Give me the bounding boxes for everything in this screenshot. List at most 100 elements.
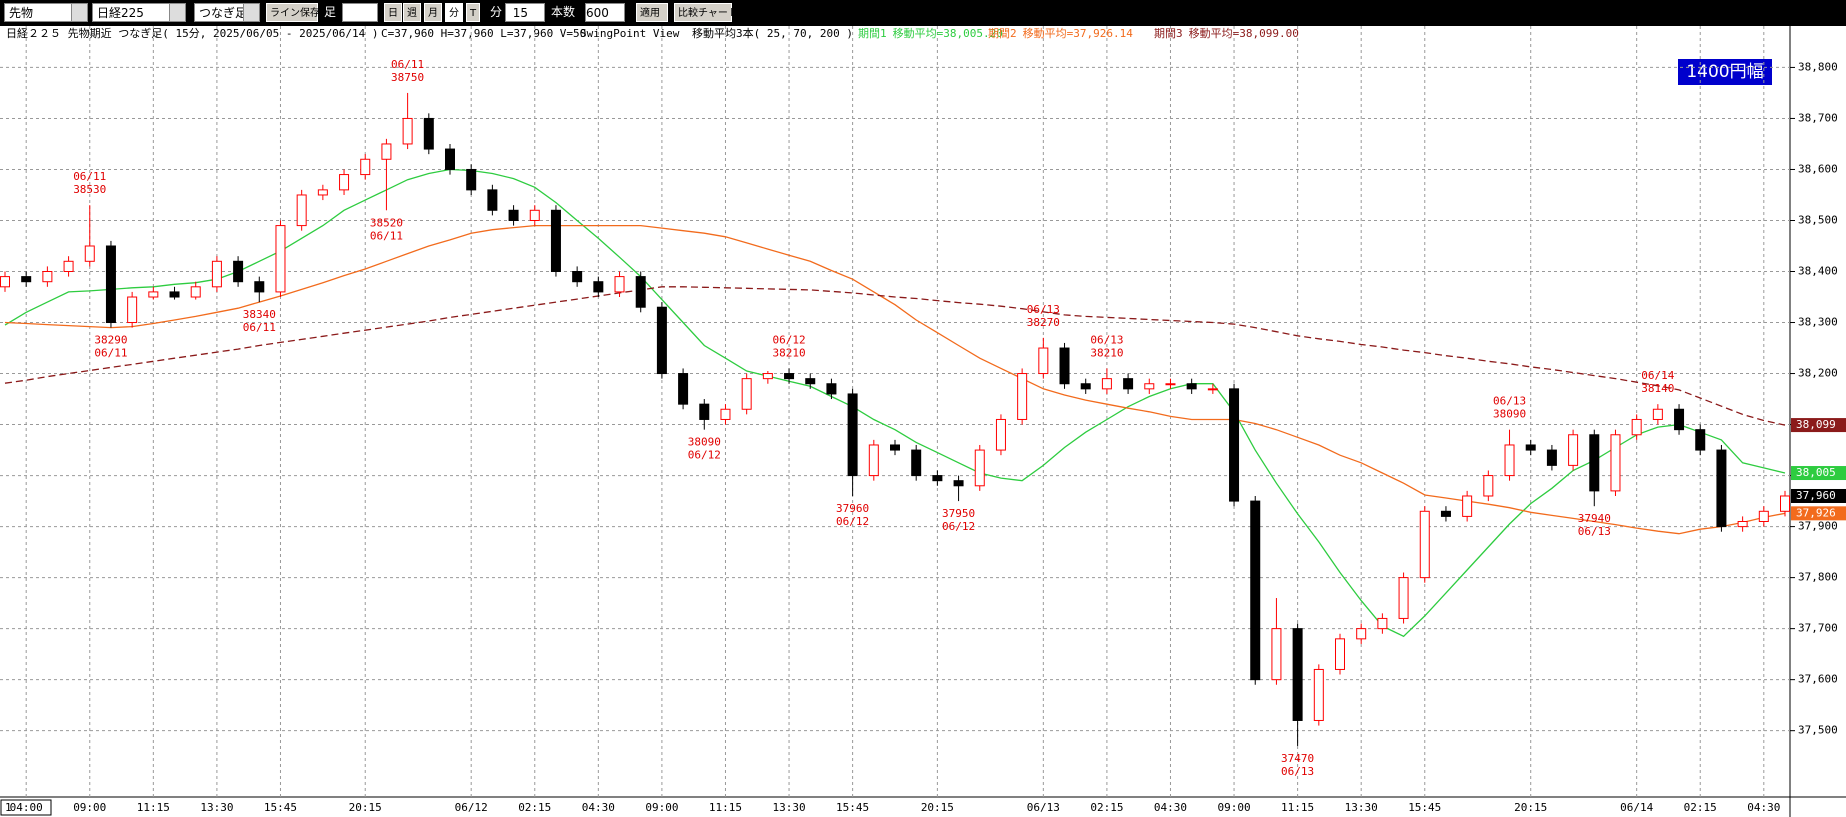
period-button[interactable]: 月 <box>424 3 442 22</box>
save-lines-button[interactable]: ライン保存 <box>266 3 320 22</box>
swing-date: 06/13 <box>1027 303 1060 316</box>
candle-body <box>21 276 32 283</box>
view-name: SwingPoint View <box>580 27 680 40</box>
compare-button[interactable]: 比較チャート <box>674 3 738 22</box>
legend-name: 期間2 <box>988 27 1017 40</box>
candle-body <box>1695 429 1706 451</box>
candle-body <box>1483 475 1494 497</box>
candle-body <box>1737 520 1748 528</box>
candle-body <box>741 378 752 410</box>
x-tick-label: 11:15 <box>709 801 742 814</box>
x-tick-label: 06/12 <box>455 801 488 814</box>
bar-type-select[interactable]: つなぎ足 <box>194 3 260 22</box>
candle-body <box>656 306 667 375</box>
candle-body <box>1271 628 1282 681</box>
x-tick-label: 20:15 <box>349 801 382 814</box>
candle-body <box>932 475 943 482</box>
period-button[interactable]: 日 <box>384 3 402 22</box>
candle-body <box>339 174 350 191</box>
candle-body <box>381 143 392 160</box>
count-input[interactable]: 600 <box>585 3 625 22</box>
swing-date: 06/13 <box>1578 525 1611 538</box>
candle-body <box>169 291 180 298</box>
candle-body <box>890 444 900 451</box>
period-button[interactable]: 分 <box>445 3 463 22</box>
candle-body <box>296 194 307 227</box>
bar-label: 足 <box>324 5 337 19</box>
candle-body <box>635 276 646 308</box>
candle-body <box>466 168 477 191</box>
x-tick-label: 11:15 <box>1281 801 1314 814</box>
x-tick-label: 02:15 <box>518 801 551 814</box>
candle-body <box>911 449 922 477</box>
interval-input[interactable]: 15 <box>505 3 545 22</box>
x-tick-label: 13:30 <box>772 801 805 814</box>
candle-body <box>105 245 116 324</box>
swing-date: 06/11 <box>73 170 106 183</box>
market-select[interactable]: 先物 <box>4 3 88 22</box>
swing-price: 38090 <box>1493 408 1526 421</box>
x-tick-label: 15:45 <box>1408 801 1441 814</box>
swing-price: 37950 <box>942 507 975 520</box>
x-tick-label: 09:00 <box>645 801 678 814</box>
swing-price: 37470 <box>1281 752 1314 765</box>
candle-body <box>1165 383 1176 386</box>
y-tick-label: 37,500 <box>1798 724 1838 737</box>
x-tick-label: 09:00 <box>73 801 106 814</box>
apply-button[interactable]: 適用 <box>636 3 668 22</box>
swing-date: 06/14 <box>1641 369 1674 382</box>
last-value-tag <box>1791 506 1846 521</box>
count-label: 本数 <box>551 5 576 19</box>
candle-body <box>1674 408 1685 431</box>
swing-date: 06/11 <box>94 347 127 360</box>
candle-body <box>233 260 244 283</box>
candle-body <box>445 148 455 170</box>
swing-price: 38530 <box>73 183 106 196</box>
candle-body <box>995 418 1006 451</box>
y-tick-label: 38,400 <box>1798 265 1838 278</box>
y-tick-label: 37,800 <box>1798 571 1838 584</box>
y-tick-label: 38,800 <box>1798 60 1838 73</box>
y-tick-label: 38,200 <box>1798 367 1838 380</box>
candle-body <box>1610 434 1621 492</box>
chart-title: 日経２２５ 先物期近 つなぎ足( 15分, 2025/06/05 - 2025/… <box>6 26 379 40</box>
ma-line <box>4 168 1786 638</box>
y-tick-label: 38,600 <box>1798 162 1838 175</box>
swing-price: 37960 <box>836 502 869 515</box>
candle-body <box>254 281 265 293</box>
bar-input[interactable] <box>342 3 378 22</box>
swing-price: 38270 <box>1027 316 1060 329</box>
candle-body <box>762 373 773 380</box>
candle-body <box>1525 444 1536 451</box>
x-tick-label: 13:30 <box>1345 801 1378 814</box>
period-button[interactable]: 週 <box>403 3 421 22</box>
period-button[interactable]: T <box>466 3 481 22</box>
candle-body <box>1038 347 1049 375</box>
candle-body <box>1017 373 1028 420</box>
x-tick-label: 06/14 <box>1620 801 1653 814</box>
x-tick-label: 09:00 <box>1217 801 1250 814</box>
symbol-select[interactable]: 日経225 <box>92 3 186 22</box>
y-tick-label: 38,500 <box>1798 213 1838 226</box>
candle-body <box>42 271 53 283</box>
swing-date: 06/11 <box>243 321 276 334</box>
candle-body <box>1313 668 1324 721</box>
swing-price: 38210 <box>772 346 805 359</box>
x-tick-label: 11:15 <box>137 801 170 814</box>
range-box-label: 1400円幅 <box>1686 62 1763 82</box>
candle-body <box>1398 577 1409 619</box>
x-tick-label: 02:15 <box>1090 801 1123 814</box>
candle-body <box>529 209 540 221</box>
candle-body <box>360 158 371 176</box>
candle-body <box>1419 510 1430 579</box>
candle-body <box>593 281 604 293</box>
x-tick-label: 15:45 <box>836 801 869 814</box>
last-value-tag <box>1791 418 1846 433</box>
candle-body <box>423 117 434 150</box>
swing-price: 38290 <box>94 334 127 347</box>
legend-label: 移動平均=37,926.14 <box>1023 26 1134 40</box>
quote: C=37,960 H=37,960 L=37,960 V=50 <box>381 27 586 40</box>
candle-body <box>847 393 858 477</box>
swing-price: 38140 <box>1641 382 1674 395</box>
candle-body <box>974 449 985 487</box>
